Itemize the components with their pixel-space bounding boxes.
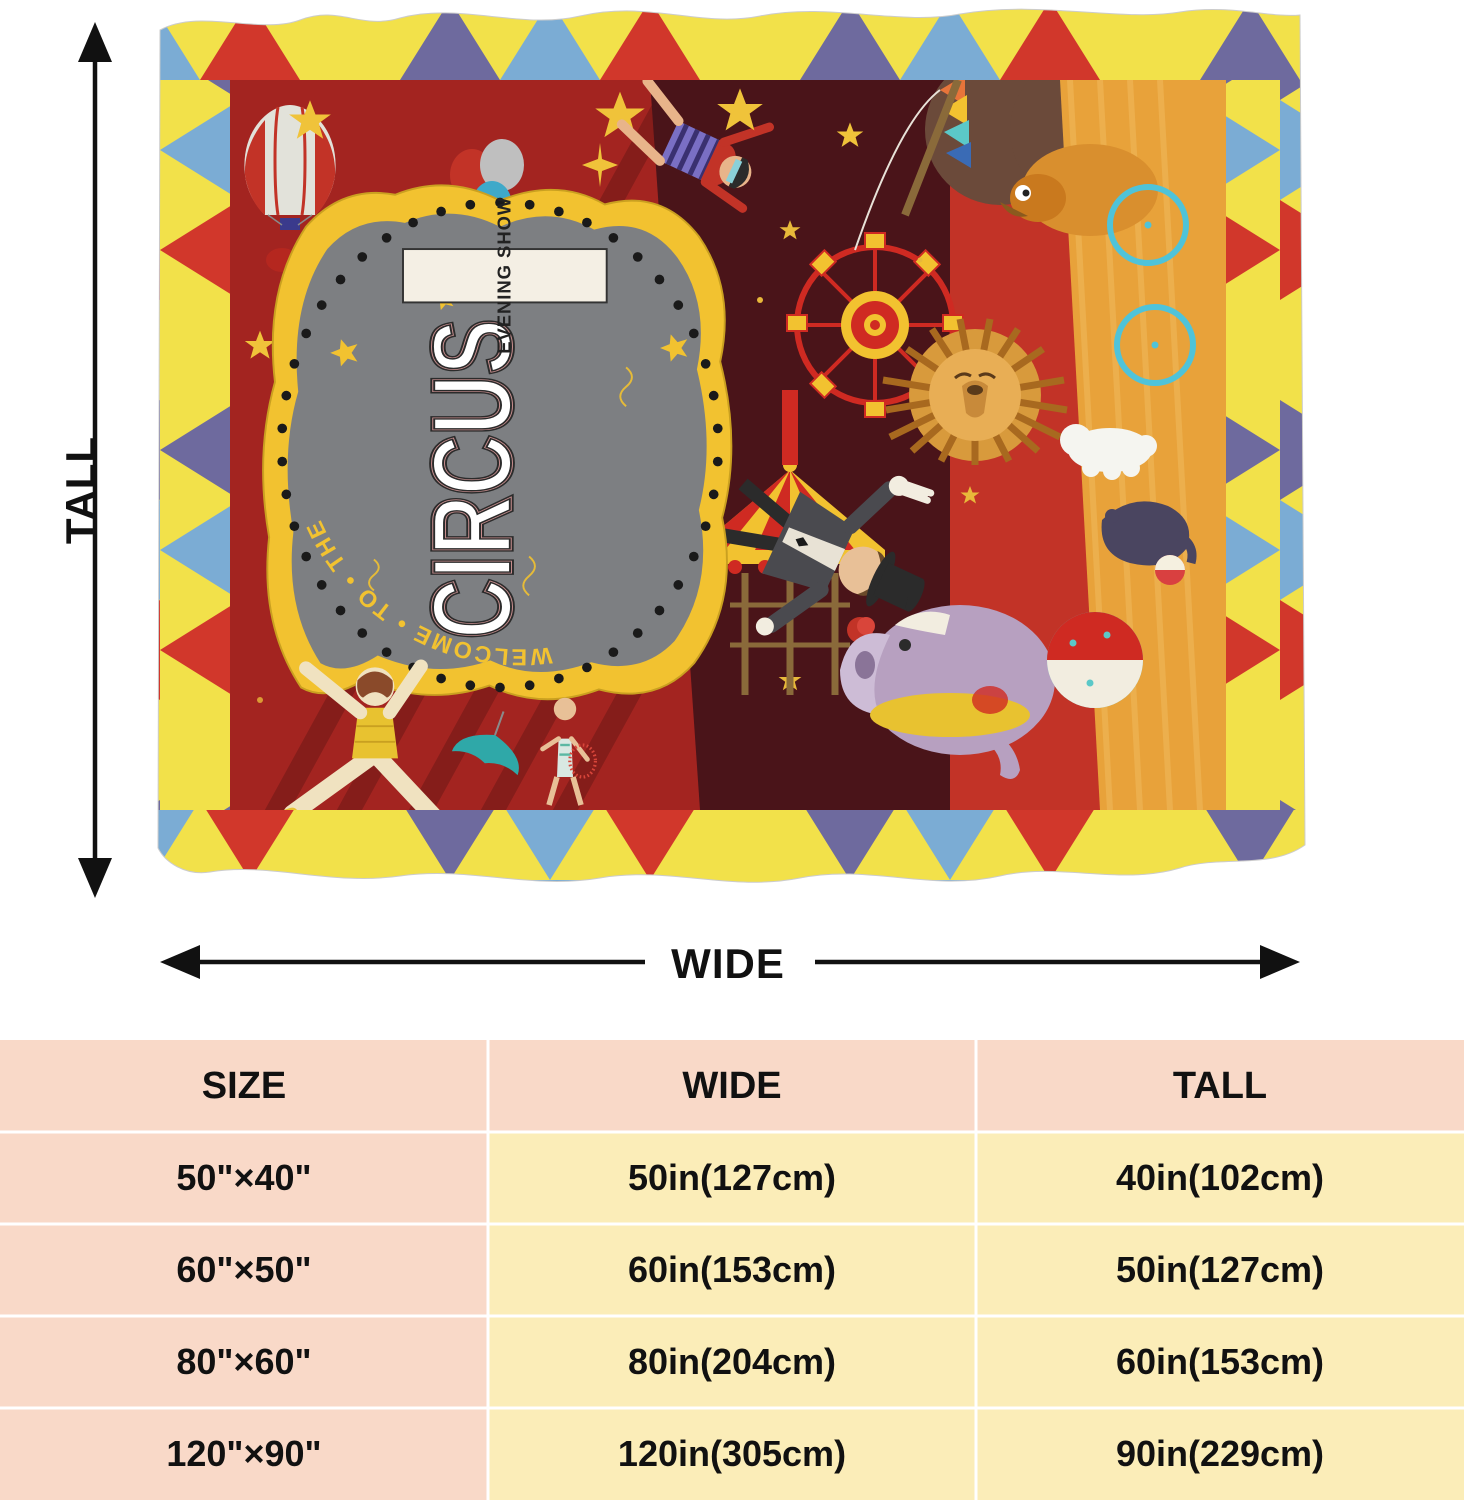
svg-text:90in(229cm): 90in(229cm) — [1116, 1433, 1324, 1474]
svg-text:TALL: TALL — [57, 436, 104, 544]
svg-text:80"×60": 80"×60" — [176, 1341, 311, 1382]
svg-text:WIDE: WIDE — [671, 940, 785, 987]
svg-text:50in(127cm): 50in(127cm) — [1116, 1249, 1324, 1290]
svg-text:WIDE: WIDE — [682, 1065, 781, 1107]
svg-text:40in(102cm): 40in(102cm) — [1116, 1157, 1324, 1198]
svg-text:120in(305cm): 120in(305cm) — [618, 1433, 846, 1474]
svg-text:CIRCUS: CIRCUS — [409, 319, 537, 639]
svg-text:60in(153cm): 60in(153cm) — [628, 1249, 836, 1290]
svg-text:60in(153cm): 60in(153cm) — [1116, 1341, 1324, 1382]
svg-text:SIZE: SIZE — [202, 1065, 286, 1107]
svg-text:60"×50": 60"×50" — [176, 1249, 311, 1290]
svg-text:120"×90": 120"×90" — [166, 1433, 321, 1474]
svg-text:50in(127cm): 50in(127cm) — [628, 1157, 836, 1198]
svg-text:80in(204cm): 80in(204cm) — [628, 1341, 836, 1382]
svg-text:TALL: TALL — [1173, 1065, 1267, 1107]
svg-text:EVENING SHOW: EVENING SHOW — [494, 197, 515, 354]
svg-text:50"×40": 50"×40" — [176, 1157, 311, 1198]
